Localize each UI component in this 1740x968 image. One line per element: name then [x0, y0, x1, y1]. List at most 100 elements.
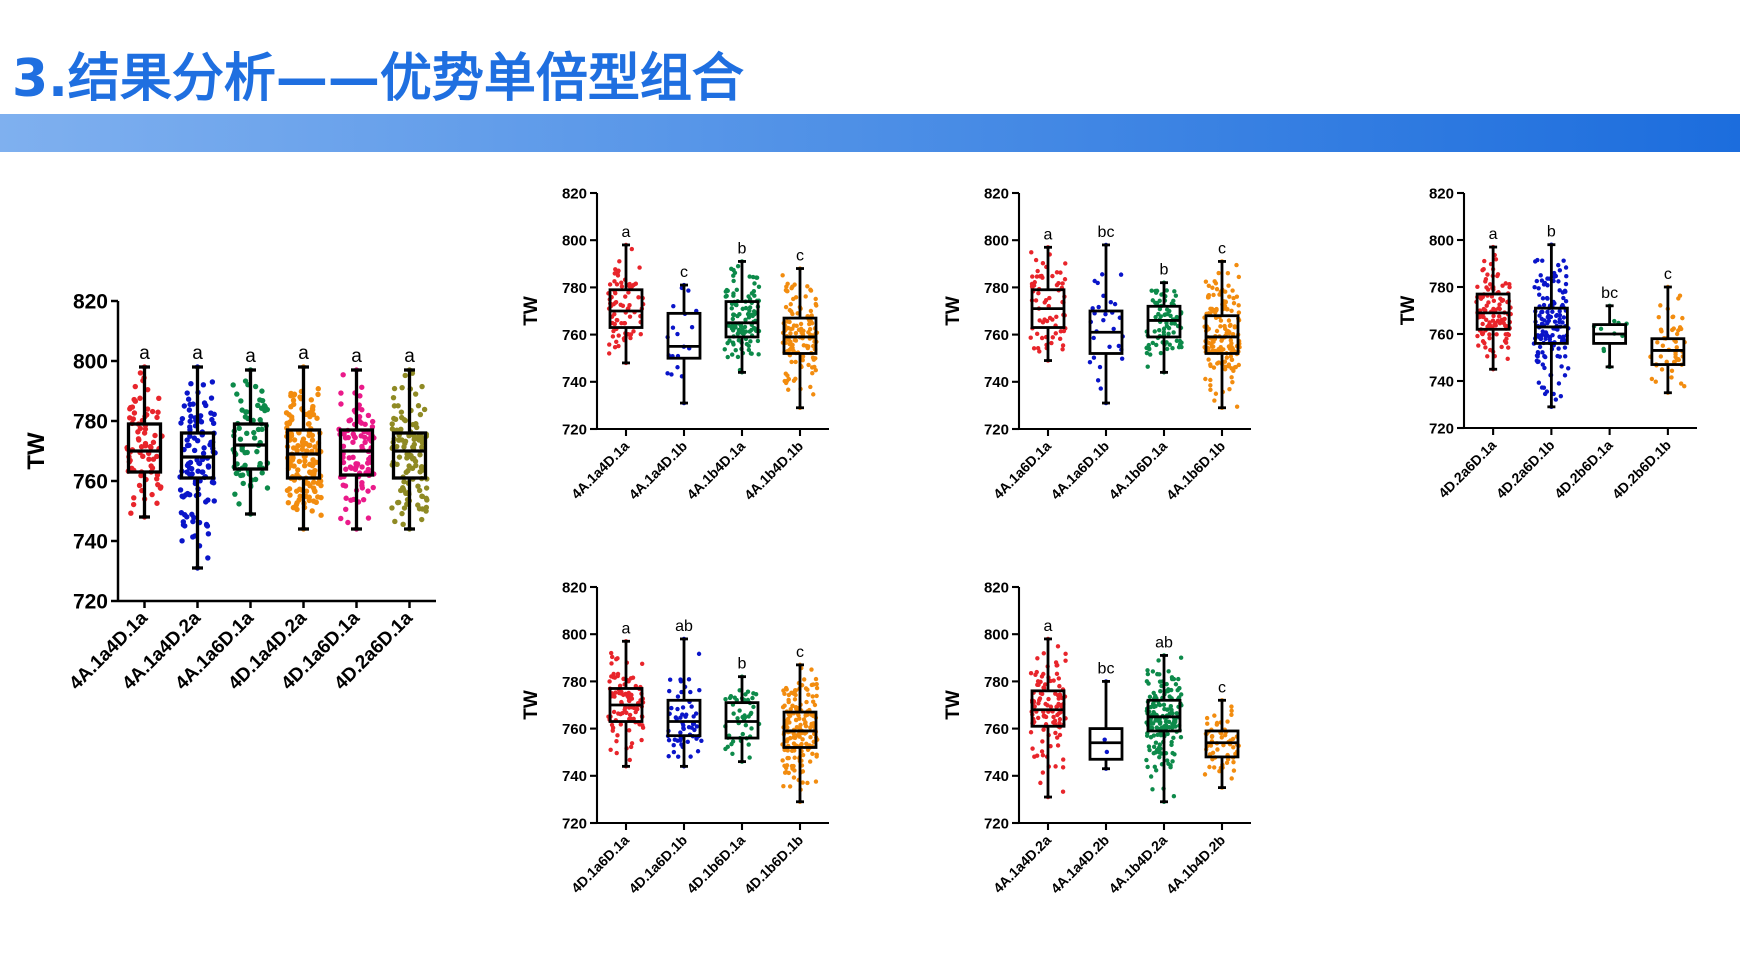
data-point: [748, 710, 754, 716]
data-point: [813, 368, 818, 373]
data-point: [184, 490, 191, 497]
data-point: [400, 486, 406, 492]
significance-letter: b: [738, 656, 747, 673]
data-point: [140, 453, 146, 460]
data-point: [803, 720, 808, 725]
data-point: [1145, 764, 1150, 770]
data-point: [412, 391, 419, 397]
data-point: [188, 413, 194, 420]
data-point: [671, 743, 676, 748]
data-point: [132, 383, 138, 390]
data-point: [616, 343, 621, 349]
data-point: [1229, 776, 1234, 781]
data-point: [617, 259, 622, 264]
y-axis-title: TW: [943, 296, 964, 326]
data-point: [1674, 331, 1680, 337]
data-point: [1208, 743, 1214, 748]
data-point: [1173, 293, 1179, 298]
data-point: [740, 731, 745, 737]
data-point: [610, 334, 616, 339]
data-point: [1116, 343, 1122, 349]
data-point: [808, 308, 814, 314]
data-point: [1485, 354, 1490, 359]
boxplot-svg: 720 740 760 780 800 820 TW a4A.1a4D.1aa4A.1a4D.…: [23, 291, 436, 694]
data-point: [1224, 355, 1230, 360]
data-point: [688, 754, 693, 759]
data-point: [742, 324, 748, 330]
data-point: [699, 738, 704, 743]
data-point: [1170, 725, 1175, 730]
data-point: [629, 741, 635, 746]
data-point: [1039, 674, 1045, 679]
data-point: [1214, 306, 1219, 312]
y-tick-label: 720: [1429, 420, 1454, 437]
data-point: [1536, 380, 1542, 385]
data-point: [1041, 713, 1046, 719]
data-point: [1037, 696, 1043, 701]
data-point: [137, 395, 143, 401]
data-point: [347, 417, 354, 423]
data-point: [1229, 712, 1234, 717]
data-point: [1541, 302, 1547, 308]
data-point: [191, 447, 198, 454]
data-point: [747, 755, 752, 760]
data-point: [210, 480, 217, 486]
data-point: [749, 291, 755, 296]
data-point: [1479, 331, 1485, 336]
data-point: [675, 706, 680, 712]
data-point: [743, 317, 748, 323]
data-point: [200, 382, 207, 388]
data-point: [150, 439, 157, 446]
data-point: [675, 365, 680, 370]
data-point: [792, 688, 798, 693]
box-group: a 4A.1a4D.2a: [990, 618, 1068, 896]
data-point: [1484, 303, 1489, 308]
data-point: [1097, 364, 1103, 370]
data-point: [748, 339, 753, 344]
data-point: [1063, 658, 1068, 663]
data-point: [791, 323, 797, 328]
data-point: [286, 486, 293, 492]
data-point: [348, 497, 354, 503]
data-point: [306, 432, 312, 439]
boxplot-4A1-6D1: 720 740 760 780 800 820 TW a 4A.1a6D.1a bc 4A.1a6D…: [943, 180, 1352, 560]
data-point: [750, 695, 755, 701]
data-point: [680, 705, 686, 710]
data-point: [1029, 283, 1035, 289]
data-point: [1146, 347, 1152, 352]
data-point: [697, 687, 702, 693]
data-point: [1170, 346, 1175, 351]
data-point: [419, 493, 426, 500]
data-point: [1039, 749, 1045, 754]
box-group: a4D.1a4D.2a: [224, 343, 324, 694]
data-point: [1152, 329, 1157, 334]
data-point: [740, 306, 745, 312]
data-point: [1553, 397, 1559, 402]
data-point: [395, 403, 401, 409]
data-point: [1207, 752, 1213, 757]
data-point: [392, 518, 398, 525]
data-point: [1153, 740, 1159, 745]
data-point: [1167, 711, 1172, 716]
data-point: [746, 714, 751, 719]
data-point: [398, 414, 405, 421]
data-point: [254, 448, 260, 455]
data-point: [749, 726, 754, 731]
y-tick-label: 800: [984, 627, 1009, 644]
category-label: 4A.1b4D.1b: [741, 438, 806, 503]
significance-letter: ab: [675, 618, 693, 635]
data-point: [1499, 298, 1505, 304]
data-point: [1491, 298, 1497, 304]
data-point: [179, 538, 185, 544]
data-point: [299, 446, 306, 453]
data-point: [793, 359, 798, 365]
significance-letter: c: [796, 644, 804, 661]
data-point: [1682, 383, 1687, 389]
data-point: [421, 406, 428, 413]
data-point: [186, 407, 193, 413]
data-point: [1538, 336, 1544, 341]
box-group: a4A.1a4D.1a: [65, 343, 165, 694]
data-point: [1673, 352, 1678, 357]
significance-letter: a: [622, 224, 631, 241]
data-point: [1227, 386, 1232, 392]
